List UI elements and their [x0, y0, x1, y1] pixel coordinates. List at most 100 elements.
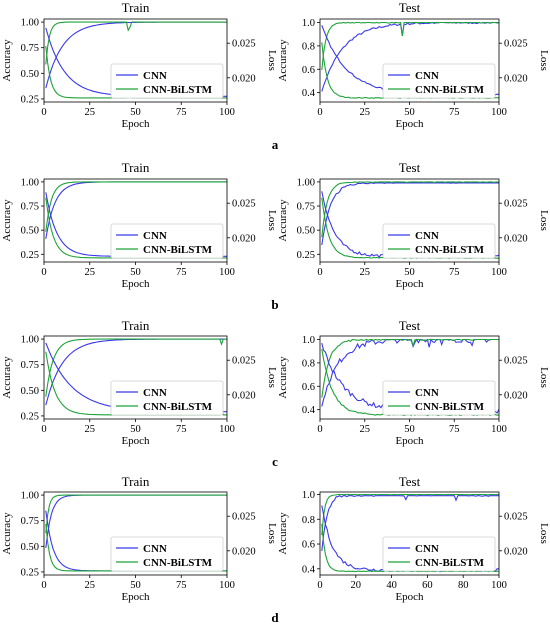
x-tick-label: 0	[41, 424, 46, 435]
y-tick-label: 0.75	[21, 360, 39, 371]
x-axis-label: Epoch	[395, 435, 424, 447]
x-tick-label: 25	[360, 424, 371, 435]
x-tick-label: 100	[219, 267, 235, 278]
chart-panel-c-train: Train 0 25 50 75 100 Epoch 0.25 0.50 0.75 1.00 Accu…	[1, 318, 278, 447]
cnn-accuracy-line	[321, 182, 499, 246]
panel-title: Test	[399, 318, 421, 333]
x-tick-label: 0	[317, 267, 322, 278]
y-tick-label: 1.00	[21, 18, 39, 29]
row-label-b: b	[271, 297, 278, 312]
x-tick-label: 100	[491, 424, 507, 435]
x-tick-label: 75	[176, 107, 187, 118]
y-tick-label: 0.6	[302, 382, 315, 393]
x-tick-label: 100	[491, 107, 507, 118]
x-tick-label: 75	[449, 107, 460, 118]
y2-tick-label: 0.025	[232, 512, 256, 523]
cnn-bilstm-accuracy-line	[45, 338, 227, 397]
y-tick-label: 0.6	[302, 540, 315, 551]
chart-panel-a-test: Test 0 25 50 75 100 Epoch 0.4 0.6 0.8 1.0 Accuracy 0…	[277, 0, 550, 130]
y-tick-label: 0.25	[21, 250, 39, 261]
x-tick-label: 50	[130, 107, 141, 118]
x-tick-label: 50	[404, 107, 415, 118]
y2-axis-label: Loss	[266, 210, 278, 231]
panel-title: Train	[122, 474, 150, 489]
y2-axis-label: Loss	[266, 50, 278, 71]
cnn-bilstm-accuracy-line	[45, 21, 227, 65]
x-tick-label: 75	[176, 424, 187, 435]
legend-label: CNN	[415, 70, 439, 82]
x-tick-label: 50	[130, 580, 141, 591]
legend-box	[382, 223, 496, 259]
y-tick-label: 0.25	[297, 250, 315, 261]
legend-box	[382, 380, 496, 416]
x-tick-label: 25	[85, 580, 96, 591]
legend: CNN CNN-BiLSTM	[382, 536, 496, 572]
y2-tick-label: 0.025	[504, 199, 528, 210]
x-axis-label: Epoch	[121, 435, 150, 447]
y-tick-label: 0.8	[302, 358, 315, 369]
y2-axis-label: Loss	[266, 367, 278, 388]
panel-title: Train	[122, 318, 150, 333]
x-tick-label: 80	[458, 580, 469, 591]
y-axis-label: Accuracy	[277, 512, 289, 555]
chart-panel-b-train: Train 0 25 50 75 100 Epoch 0.25 0.50 0.75 1.00 Accu…	[1, 160, 278, 290]
y-tick-label: 0.25	[21, 567, 39, 578]
cnn-bilstm-accuracy-line	[321, 21, 499, 71]
x-tick-label: 40	[386, 580, 397, 591]
x-tick-label: 75	[176, 580, 187, 591]
y-tick-label: 0.8	[302, 41, 315, 52]
y2-tick-label: 0.020	[504, 390, 528, 401]
legend-label: CNN-BiLSTM	[415, 84, 485, 96]
x-tick-label: 60	[422, 580, 433, 591]
x-tick-label: 50	[404, 424, 415, 435]
y-tick-label: 0.50	[21, 69, 39, 80]
legend-label: CNN-BiLSTM	[143, 557, 213, 569]
legend-label: CNN-BiLSTM	[143, 401, 213, 413]
y2-tick-label: 0.020	[504, 233, 528, 244]
y-tick-label: 0.25	[21, 94, 39, 105]
legend: CNN CNN-BiLSTM	[110, 63, 224, 99]
x-tick-label: 0	[317, 424, 322, 435]
y-tick-label: 0.4	[302, 405, 316, 416]
x-tick-label: 0	[41, 580, 46, 591]
axes-frame	[319, 491, 500, 576]
y2-axis-label: Loss	[538, 210, 550, 231]
y2-tick-label: 0.020	[232, 546, 256, 557]
x-tick-label: 0	[41, 267, 46, 278]
cnn-accuracy-line	[321, 495, 499, 552]
y-tick-label: 1.0	[302, 18, 315, 29]
y2-tick-label: 0.025	[504, 39, 528, 50]
y2-axis-label: Loss	[538, 367, 550, 388]
y-axis-label: Accuracy	[1, 356, 13, 399]
y-tick-label: 1.0	[302, 335, 315, 346]
legend: CNN CNN-BiLSTM	[382, 380, 496, 416]
y-tick-label: 0.25	[21, 411, 39, 422]
legend-box	[110, 63, 224, 99]
y2-tick-label: 0.025	[232, 199, 256, 210]
legend-label: CNN	[143, 70, 167, 82]
y2-axis-label: Loss	[266, 523, 278, 544]
legend-label: CNN	[143, 230, 167, 242]
x-tick-label: 100	[491, 580, 507, 591]
legend-box	[382, 536, 496, 572]
cnn-bilstm-accuracy-line	[321, 338, 499, 398]
legend: CNN CNN-BiLSTM	[382, 223, 496, 259]
chart-panel-d-test: Test 0 20 40 60 80 100 Epoch 0.4 0.6 0.8 1.0 Accurac…	[277, 474, 550, 603]
x-tick-label: 0	[317, 580, 322, 591]
cnn-bilstm-accuracy-line	[321, 493, 499, 536]
y-axis-label: Accuracy	[1, 199, 13, 242]
y-tick-label: 0.75	[21, 516, 39, 527]
legend-label: CNN	[143, 387, 167, 399]
row-label-c: c	[272, 454, 278, 469]
y-tick-label: 0.75	[21, 43, 39, 54]
chart-panel-a-train: Train 0 25 50 75 100 Epoch 0.25 0.50 0.75 1.00 Accu…	[1, 0, 278, 130]
y2-tick-label: 0.025	[504, 512, 528, 523]
y2-tick-label: 0.020	[504, 73, 528, 84]
cnn-bilstm-accuracy-line	[321, 181, 499, 238]
y-tick-label: 1.0	[302, 490, 315, 501]
legend: CNN CNN-BiLSTM	[110, 536, 224, 572]
y-tick-label: 0.75	[21, 202, 39, 213]
y-tick-label: 1.00	[21, 177, 39, 188]
y2-tick-label: 0.025	[504, 356, 528, 367]
x-tick-label: 100	[219, 107, 235, 118]
